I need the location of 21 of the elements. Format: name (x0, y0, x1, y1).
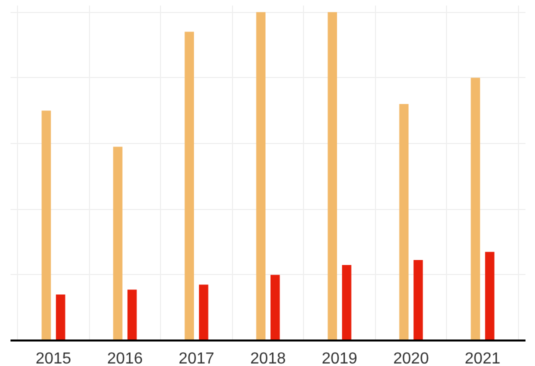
x-tick-label: 2017 (178, 350, 214, 366)
bar (256, 12, 266, 340)
bar (198, 284, 208, 340)
bar (270, 274, 280, 340)
bar (42, 110, 51, 340)
x-tick-label: 2015 (36, 350, 72, 366)
x-tick-label: 2021 (464, 350, 500, 366)
bar (470, 78, 480, 340)
bar (56, 294, 66, 340)
bar (328, 12, 338, 340)
bar (184, 32, 194, 340)
x-tick-label: 2020 (393, 350, 429, 366)
x-tick-label: 2019 (322, 350, 358, 366)
bar (127, 290, 137, 340)
bar (414, 260, 423, 340)
x-tick-label: 2016 (107, 350, 143, 366)
bar (399, 104, 409, 340)
bar (485, 252, 494, 340)
x-tick-label: 2018 (250, 350, 286, 366)
bar (342, 264, 352, 340)
bar (113, 146, 122, 340)
